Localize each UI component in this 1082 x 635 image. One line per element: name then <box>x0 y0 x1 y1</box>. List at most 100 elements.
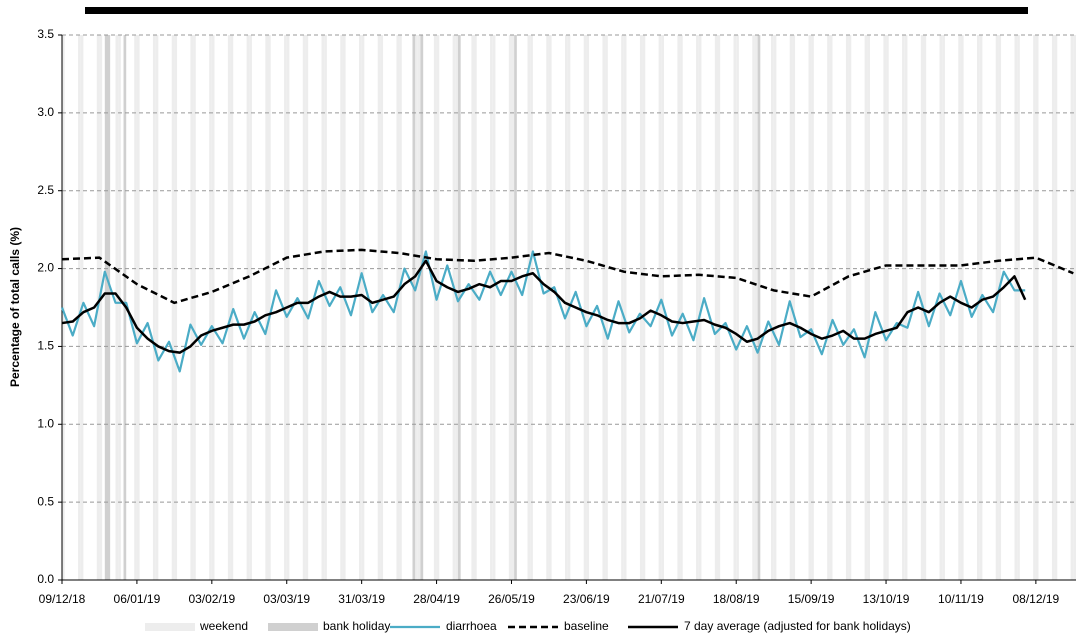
series-line <box>61 259 1027 354</box>
weekend-band <box>1017 35 1020 580</box>
weekend-band <box>733 35 737 580</box>
x-tick-label: 28/04/19 <box>413 592 460 606</box>
bank-holiday-band <box>757 35 761 580</box>
weekend-band <box>717 35 721 580</box>
top-bar <box>85 7 1028 14</box>
x-tick-label: 31/03/19 <box>338 592 385 606</box>
weekend-band <box>1054 35 1058 580</box>
weekend-band <box>698 35 702 580</box>
weekend-band <box>883 35 887 580</box>
weekend-band <box>845 35 849 580</box>
weekend-band <box>1070 35 1074 580</box>
legend-label: diarrhoea <box>446 619 497 633</box>
weekend-band <box>134 35 137 580</box>
legend-swatch <box>145 623 195 631</box>
weekend-band <box>508 35 512 580</box>
weekend-band <box>455 35 458 580</box>
x-tick-label: 03/03/19 <box>263 592 310 606</box>
weekend-band <box>754 35 758 580</box>
weekend-band <box>736 35 739 580</box>
weekend-band <box>548 35 552 580</box>
weekend-band <box>864 35 868 580</box>
bank-holiday-band <box>107 35 111 580</box>
weekend-band <box>958 35 961 580</box>
weekend-band <box>979 35 983 580</box>
weekend-band <box>1014 35 1018 580</box>
x-tick-label: 10/11/19 <box>938 592 984 606</box>
weekend-band <box>977 35 980 580</box>
legend-label: 7 day average (adjusted for bank holiday… <box>684 619 911 633</box>
weekend-band <box>586 35 590 580</box>
weekend-band <box>474 35 477 580</box>
weekend-band <box>752 35 755 580</box>
weekend-band <box>658 35 662 580</box>
bank-holiday-band <box>457 35 461 580</box>
weekend-band <box>621 35 624 580</box>
weekend-band <box>808 35 812 580</box>
y-tick-label: 0.5 <box>37 494 54 508</box>
weekend-band <box>564 35 568 580</box>
weekend-band <box>939 35 943 580</box>
weekend-band <box>155 35 159 580</box>
weekend-band <box>152 35 156 580</box>
weekend-band <box>452 35 456 580</box>
x-tick-label: 09/12/18 <box>39 592 86 606</box>
weekend-band <box>677 35 681 580</box>
weekend-band <box>714 35 718 580</box>
weekend-band <box>490 35 493 580</box>
x-tick-label: 23/06/19 <box>563 592 610 606</box>
series-line <box>61 248 1074 305</box>
weekend-band <box>99 35 103 580</box>
series-line <box>60 250 1026 373</box>
x-tick-label: 08/12/19 <box>1013 592 1060 606</box>
x-tick-label: 13/10/19 <box>863 592 910 606</box>
weekend-band <box>361 35 365 580</box>
weekend-band <box>827 35 830 580</box>
weekend-band <box>230 35 234 580</box>
weekend-band <box>680 35 683 580</box>
weekend-band <box>302 35 306 580</box>
weekend-band <box>227 35 231 580</box>
weekend-band <box>511 35 515 580</box>
weekend-band <box>436 35 440 580</box>
y-tick-label: 0.0 <box>37 572 54 586</box>
weekend-band <box>171 35 175 580</box>
weekend-band <box>492 35 496 580</box>
weekend-band <box>211 35 215 580</box>
weekend-band <box>193 35 196 580</box>
weekend-band <box>527 35 531 580</box>
weekend-band <box>358 35 362 580</box>
y-tick-label: 2.5 <box>37 183 54 197</box>
bank-holiday-band <box>412 35 416 580</box>
weekend-band <box>696 35 699 580</box>
y-axis-label: Percentage of total calls (%) <box>8 227 22 387</box>
weekend-band <box>399 35 402 580</box>
weekend-band <box>623 35 627 580</box>
weekend-band <box>265 35 269 580</box>
y-tick-label: 3.0 <box>37 105 54 119</box>
weekend-band <box>998 35 1002 580</box>
legend-label: baseline <box>564 619 609 633</box>
weekend-band <box>811 35 814 580</box>
weekend-band <box>546 35 549 580</box>
y-tick-label: 1.0 <box>37 416 54 430</box>
weekend-band <box>1033 35 1036 580</box>
weekend-band <box>1073 35 1076 580</box>
y-tick-label: 2.0 <box>37 261 54 275</box>
weekend-band <box>792 35 796 580</box>
weekend-band <box>886 35 889 580</box>
x-tick-label: 06/01/19 <box>114 592 161 606</box>
x-tick-label: 26/05/19 <box>488 592 535 606</box>
weekend-band <box>642 35 646 580</box>
weekend-band <box>583 35 587 580</box>
weekend-band <box>530 35 533 580</box>
weekend-band <box>605 35 608 580</box>
weekend-band <box>305 35 309 580</box>
weekend-band <box>249 35 252 580</box>
weekend-band <box>136 35 140 580</box>
weekend-band <box>1035 35 1039 580</box>
weekend-band <box>342 35 346 580</box>
weekend-band <box>246 35 250 580</box>
weekend-band <box>174 35 178 580</box>
legend-label: weekend <box>199 619 248 633</box>
